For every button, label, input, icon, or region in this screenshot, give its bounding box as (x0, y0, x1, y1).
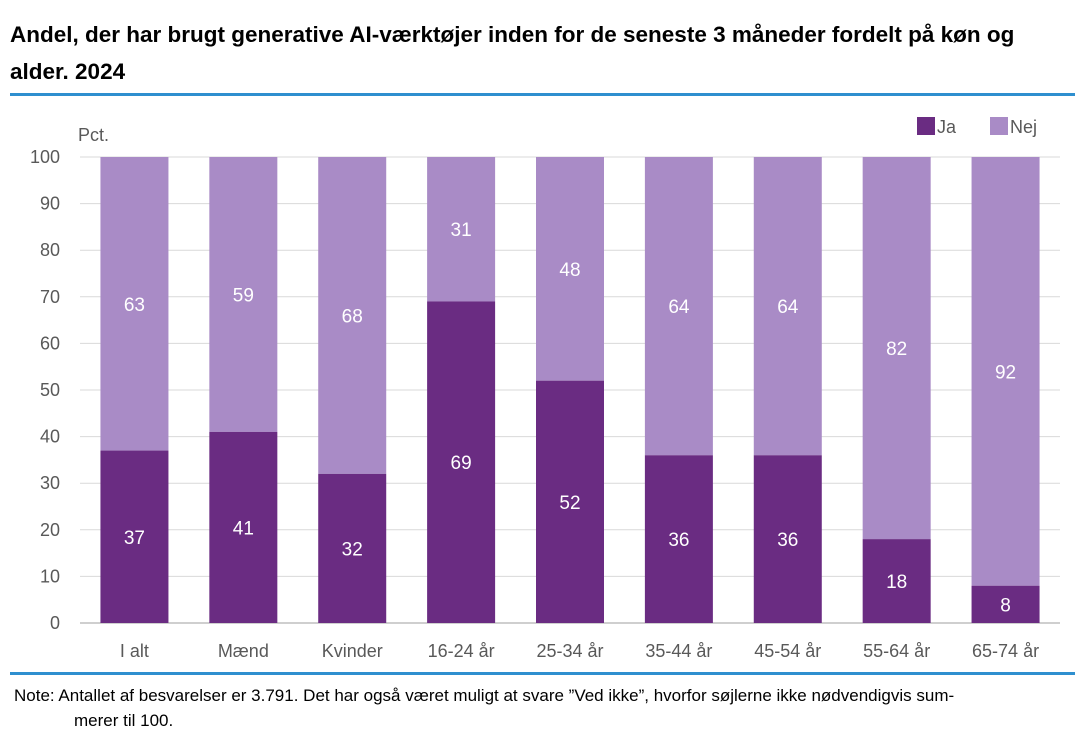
y-tick-label: 10 (40, 566, 60, 586)
y-tick-label: 80 (40, 240, 60, 260)
y-tick-label: 90 (40, 194, 60, 214)
data-label-nej: 31 (451, 220, 472, 241)
y-tick-label: 60 (40, 333, 60, 353)
data-label-ja: 37 (124, 528, 145, 549)
x-category-label: Kvinder (322, 641, 383, 661)
bar-ja (753, 455, 822, 623)
bar-ja (100, 450, 169, 623)
y-tick-label: 30 (40, 473, 60, 493)
top-rule (10, 93, 1075, 96)
data-label-nej: 92 (995, 362, 1016, 383)
data-label-nej: 59 (233, 285, 254, 306)
legend-label: Nej (1010, 117, 1037, 137)
bar-nej (644, 157, 713, 456)
x-category-label: 25-34 år (536, 641, 603, 661)
bar-ja (209, 431, 278, 623)
data-label-ja: 18 (886, 572, 907, 593)
bar-nej (318, 157, 387, 474)
y-tick-label: 100 (30, 147, 60, 167)
bar-nej (536, 157, 604, 381)
chart-title: Andel, der har brugt generative AI-værkt… (10, 22, 1015, 84)
note-line-2: merer til 100. (74, 711, 174, 730)
data-label-ja: 52 (559, 493, 580, 514)
bar-nej (100, 157, 169, 451)
bar-ja (862, 539, 931, 623)
data-label-nej: 68 (342, 306, 363, 327)
y-tick-label: 70 (40, 287, 60, 307)
chart-note: Note: Antallet af besvarelser er 3.791. … (14, 683, 1074, 733)
data-label-ja: 41 (233, 518, 254, 539)
data-label-nej: 64 (777, 297, 799, 318)
legend-swatch (990, 117, 1008, 135)
bar-ja (318, 473, 387, 623)
bars: 37 63 41 59 32 68 69 31 52 48 36 64 36 64 18 82 8 92 (100, 157, 1040, 623)
x-category-label: 35-44 år (645, 641, 712, 661)
x-category-label: 45-54 år (754, 641, 821, 661)
bar-nej (753, 157, 822, 456)
data-label-ja: 32 (342, 539, 363, 560)
bar-ja (427, 301, 496, 623)
bottom-rule (10, 672, 1075, 675)
bar-nej (427, 157, 496, 302)
y-tick-label: 0 (50, 613, 60, 633)
bar-nej (209, 157, 278, 432)
x-category-label: I alt (120, 641, 149, 661)
legend-label: Ja (937, 117, 957, 137)
y-tick-label: 40 (40, 427, 60, 447)
data-label-nej: 64 (668, 297, 690, 318)
y-tick-label: 20 (40, 520, 60, 540)
data-label-nej: 63 (124, 295, 145, 316)
x-category-label: 55-64 år (863, 641, 930, 661)
y-tick-label: 50 (40, 380, 60, 400)
data-label-nej: 82 (886, 339, 907, 360)
legend-swatch (917, 117, 935, 135)
legend: Ja Nej (917, 117, 1037, 137)
y-axis-unit-label: Pct. (78, 125, 109, 145)
data-label-ja: 36 (777, 530, 798, 551)
data-label-nej: 48 (559, 260, 580, 281)
data-label-ja: 69 (451, 453, 472, 474)
note-line-1: Note: Antallet af besvarelser er 3.791. … (14, 686, 955, 705)
data-label-ja: 8 (1000, 595, 1011, 616)
x-category-label: 16-24 år (428, 641, 495, 661)
bar-ja (644, 455, 713, 623)
stacked-bar-chart: 0 10 20 30 40 50 60 70 80 90 100 Pct. 37 63 41 59 32 68… (30, 117, 1060, 661)
x-category-label: Mænd (218, 641, 269, 661)
bar-nej (971, 157, 1040, 586)
bar-ja (536, 380, 604, 623)
data-label-ja: 36 (668, 530, 689, 551)
x-category-label: 65-74 år (972, 641, 1039, 661)
bar-ja (971, 585, 1040, 623)
category-labels: I alt Mænd Kvinder 16-24 år 25-34 år 35-44 år… (120, 641, 1039, 661)
bar-nej (862, 157, 931, 540)
y-axis-ticks: 0 10 20 30 40 50 60 70 80 90 100 (30, 147, 60, 633)
